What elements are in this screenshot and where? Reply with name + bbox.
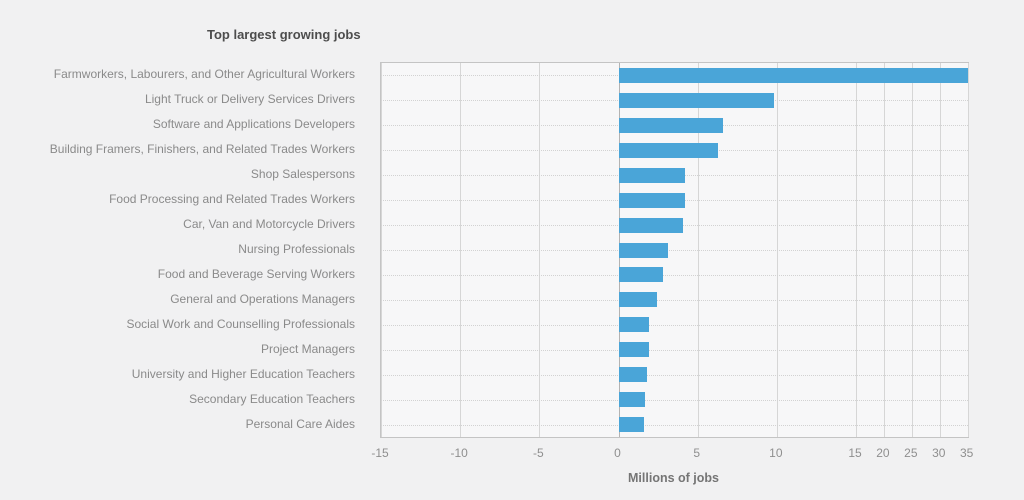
bar xyxy=(618,242,668,258)
x-tick-label: 35 xyxy=(960,446,974,460)
category-label: Software and Applications Developers xyxy=(152,117,355,132)
x-tick-label: -15 xyxy=(371,446,389,460)
row-guide-line xyxy=(381,250,968,251)
category-label-column: Farmworkers, Labourers, and Other Agricu… xyxy=(0,0,355,500)
x-tick-label: 20 xyxy=(876,446,890,460)
row-guide-line xyxy=(381,299,968,301)
bar xyxy=(618,417,644,433)
bar xyxy=(618,267,663,283)
category-label: Building Framers, Finishers, and Related… xyxy=(49,142,355,157)
category-label: Light Truck or Delivery Services Drivers xyxy=(144,92,355,107)
bar xyxy=(618,167,685,183)
bar xyxy=(618,217,684,233)
row-guide-line xyxy=(381,324,968,326)
row-guide-line xyxy=(381,349,968,351)
category-label: Social Work and Counselling Professional… xyxy=(126,316,355,331)
bar xyxy=(618,292,657,308)
category-label: Food Processing and Related Trades Worke… xyxy=(109,192,355,207)
category-label: Shop Salespersons xyxy=(250,167,355,182)
row-guide-line xyxy=(381,374,968,376)
category-label: Nursing Professionals xyxy=(238,242,355,256)
x-tick-label: 30 xyxy=(932,446,946,460)
row-guide-line xyxy=(381,274,968,276)
bar xyxy=(618,342,649,358)
chart-title: Top largest growing jobs xyxy=(207,27,361,42)
gridline xyxy=(967,63,969,437)
x-tick-label: 0 xyxy=(614,446,621,460)
bar xyxy=(618,92,774,108)
category-label: General and Operations Managers xyxy=(170,291,355,306)
category-label: Car, Van and Motorcycle Drivers xyxy=(183,217,355,232)
x-tick-label: 15 xyxy=(848,446,862,460)
x-tick-label: 25 xyxy=(904,446,918,460)
category-label: University and Higher Education Teachers xyxy=(131,366,355,381)
x-axis-label: Millions of jobs xyxy=(628,471,719,485)
bar xyxy=(618,117,723,133)
category-label: Farmworkers, Labourers, and Other Agricu… xyxy=(53,67,355,82)
row-guide-line xyxy=(381,399,968,401)
x-tick-label: -10 xyxy=(450,446,468,460)
x-tick-label: 10 xyxy=(769,446,783,460)
bar xyxy=(618,317,649,333)
x-tick-label: 5 xyxy=(693,446,700,460)
bar xyxy=(618,142,719,158)
bar xyxy=(618,367,647,383)
x-tick-label: -5 xyxy=(532,446,544,460)
bar xyxy=(618,392,646,408)
category-label: Project Managers xyxy=(260,341,355,356)
row-guide-line xyxy=(381,424,968,426)
plot-area xyxy=(380,62,969,438)
bar xyxy=(618,192,685,208)
category-label: Food and Beverage Serving Workers xyxy=(157,266,355,281)
bar xyxy=(618,67,968,83)
category-label: Secondary Education Teachers xyxy=(189,391,355,406)
category-label: Personal Care Aides xyxy=(245,416,355,431)
